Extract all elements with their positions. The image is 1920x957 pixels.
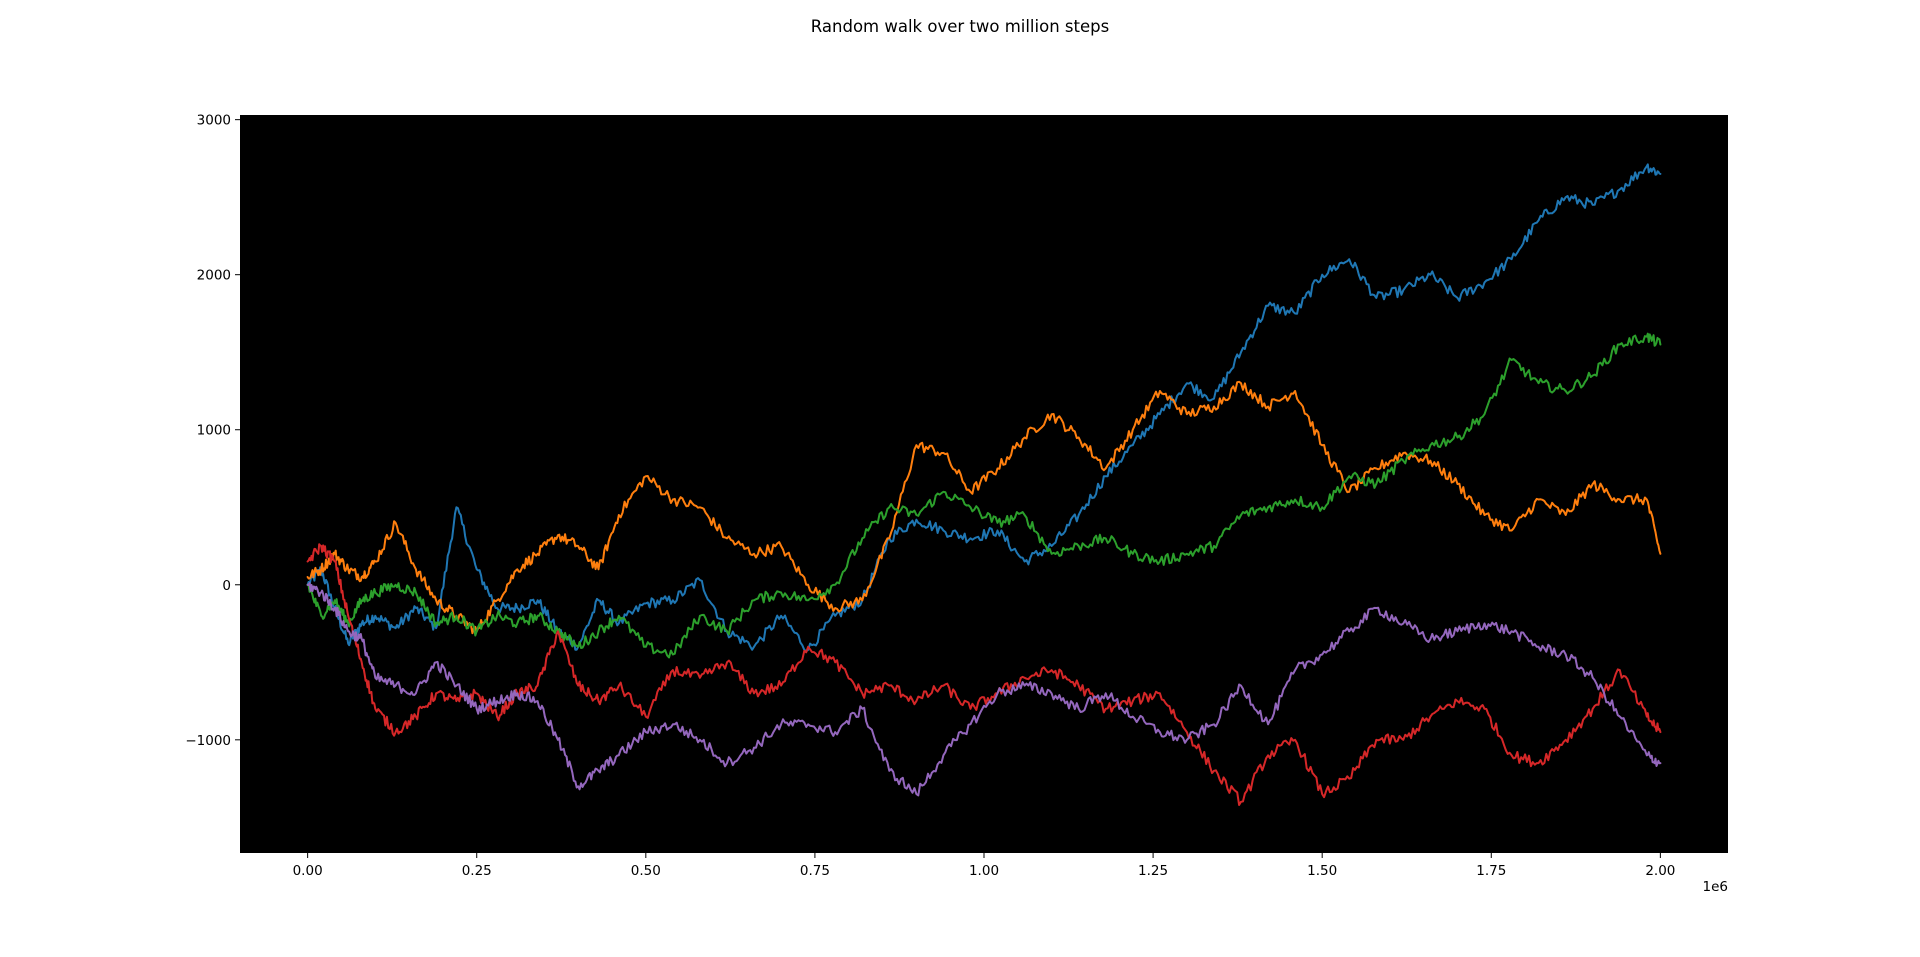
x-tick-label: 0.75 (800, 863, 830, 879)
x-tick-label: 1.25 (1138, 863, 1168, 879)
x-tick-label: 1.50 (1307, 863, 1337, 879)
x-axis: 0.00 0.25 0.50 0.75 1.00 1.25 1.50 1.75 2.00 (293, 853, 1675, 879)
y-tick-label: −1000 (185, 733, 231, 749)
series-line-3 (306, 332, 1662, 659)
series-line-4 (306, 543, 1662, 806)
y-tick-label: 0 (222, 578, 231, 594)
y-tick-label: 2000 (197, 268, 231, 284)
series-layer (306, 163, 1662, 806)
series-line-1 (306, 163, 1662, 653)
x-tick-label: 2.00 (1645, 863, 1675, 879)
x-tick-label: 0.50 (631, 863, 661, 879)
x-tick-label: 1.75 (1476, 863, 1506, 879)
plot-area (240, 115, 1728, 853)
y-axis: −1000 0 1000 2000 3000 (185, 113, 240, 749)
chart-title: Random walk over two million steps (811, 17, 1109, 36)
x-axis-offset-label: 1e6 (1703, 879, 1728, 895)
x-tick-label: 0.00 (293, 863, 323, 879)
x-tick-label: 1.00 (969, 863, 999, 879)
y-tick-label: 3000 (197, 113, 231, 129)
series-line-5 (306, 582, 1662, 797)
y-tick-label: 1000 (197, 423, 231, 439)
x-tick-label: 0.25 (462, 863, 492, 879)
